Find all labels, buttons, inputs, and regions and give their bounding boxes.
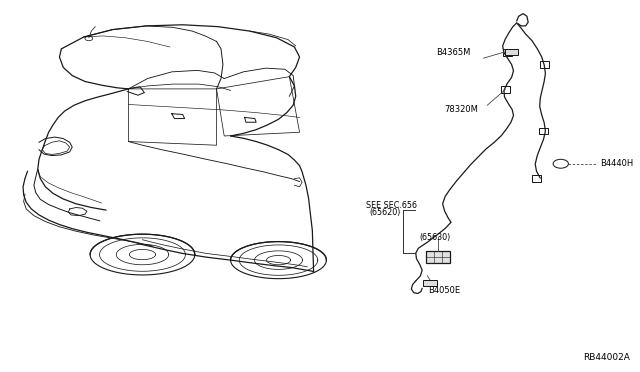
Text: B4365M: B4365M	[436, 48, 470, 57]
Bar	[423, 280, 437, 286]
Bar	[540, 61, 548, 68]
Text: (65620): (65620)	[370, 208, 401, 217]
Bar	[500, 86, 509, 93]
Text: 78320M: 78320M	[445, 105, 478, 114]
Bar	[539, 128, 548, 135]
Text: B4440H: B4440H	[600, 159, 633, 168]
Bar	[505, 49, 518, 55]
Bar	[532, 175, 541, 182]
Text: (65630): (65630)	[419, 232, 450, 242]
Bar	[426, 251, 451, 263]
Bar	[502, 49, 511, 56]
Text: RB44002A: RB44002A	[583, 353, 630, 362]
Text: SEE SEC.656: SEE SEC.656	[366, 201, 417, 210]
Text: B4050E: B4050E	[429, 286, 461, 295]
